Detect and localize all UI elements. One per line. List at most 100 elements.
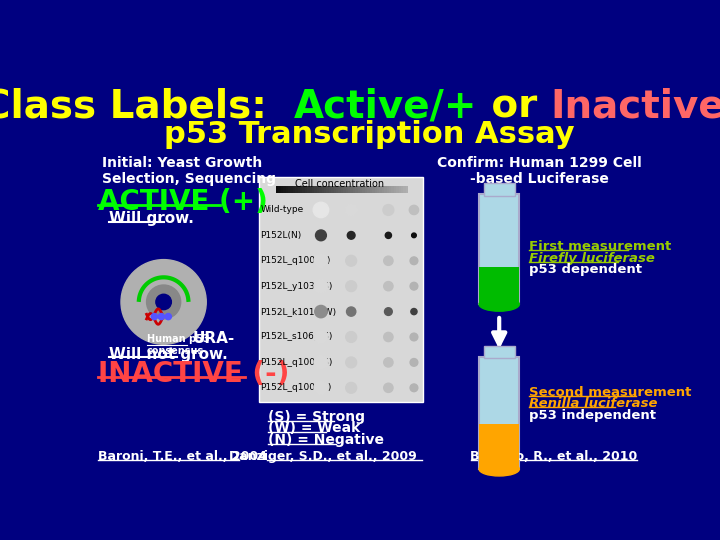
Circle shape bbox=[314, 254, 328, 268]
Text: (W) = Weak: (W) = Weak bbox=[269, 421, 361, 435]
Circle shape bbox=[151, 314, 158, 320]
Text: Baronio, R., et al., 2010: Baronio, R., et al., 2010 bbox=[470, 450, 637, 463]
Text: (N) = Negative: (N) = Negative bbox=[269, 433, 384, 447]
Bar bbox=[312, 186, 315, 193]
Bar bbox=[279, 186, 281, 193]
Bar bbox=[372, 186, 374, 193]
Bar bbox=[315, 186, 317, 193]
Text: First measurement: First measurement bbox=[528, 240, 671, 253]
Text: Human p53
consensus: Human p53 consensus bbox=[147, 334, 210, 356]
Circle shape bbox=[347, 232, 355, 239]
FancyBboxPatch shape bbox=[479, 424, 519, 469]
Bar bbox=[290, 186, 293, 193]
Text: P152L_q100i(S): P152L_q100i(S) bbox=[261, 256, 331, 265]
Text: P152L_s106p(S): P152L_s106p(S) bbox=[261, 333, 333, 341]
Bar bbox=[341, 186, 343, 193]
Bar bbox=[358, 186, 360, 193]
Bar bbox=[384, 186, 387, 193]
Bar bbox=[283, 186, 286, 193]
Bar bbox=[333, 186, 336, 193]
Text: or: or bbox=[478, 88, 551, 126]
Text: Baroni, T.E., et al., 2004: Baroni, T.E., et al., 2004 bbox=[98, 450, 266, 463]
Circle shape bbox=[384, 383, 393, 393]
Bar bbox=[403, 186, 406, 193]
Circle shape bbox=[346, 382, 356, 393]
Text: Firefly luciferase: Firefly luciferase bbox=[528, 252, 654, 265]
Bar bbox=[336, 186, 338, 193]
Circle shape bbox=[385, 232, 392, 239]
Bar bbox=[302, 186, 305, 193]
Bar bbox=[353, 186, 356, 193]
Bar bbox=[307, 186, 310, 193]
Bar bbox=[360, 186, 363, 193]
Bar bbox=[362, 186, 365, 193]
Bar bbox=[288, 186, 290, 193]
Bar bbox=[295, 186, 297, 193]
Bar bbox=[281, 186, 283, 193]
Bar bbox=[297, 186, 300, 193]
Circle shape bbox=[384, 256, 393, 265]
Circle shape bbox=[346, 332, 356, 342]
Bar bbox=[276, 186, 279, 193]
Bar bbox=[310, 186, 312, 193]
Bar bbox=[319, 186, 322, 193]
Circle shape bbox=[346, 307, 356, 316]
Ellipse shape bbox=[479, 462, 519, 476]
Text: Inactive/-: Inactive/- bbox=[551, 88, 720, 126]
Text: P152L(N): P152L(N) bbox=[261, 231, 302, 240]
Circle shape bbox=[346, 357, 356, 368]
Text: URA-: URA- bbox=[193, 331, 235, 346]
Bar bbox=[329, 186, 331, 193]
Text: p53 independent: p53 independent bbox=[528, 409, 656, 422]
Text: P152L_k101n(W): P152L_k101n(W) bbox=[261, 307, 337, 316]
Bar bbox=[338, 186, 341, 193]
Text: P152L_q100t(S): P152L_q100t(S) bbox=[261, 383, 332, 393]
Text: Second measurement: Second measurement bbox=[528, 386, 691, 399]
Bar bbox=[367, 186, 370, 193]
Bar bbox=[300, 186, 302, 193]
Bar bbox=[351, 186, 353, 193]
Text: Will grow.: Will grow. bbox=[109, 211, 194, 226]
Circle shape bbox=[314, 381, 328, 395]
Bar bbox=[322, 186, 324, 193]
Text: P152L_q100s(S): P152L_q100s(S) bbox=[261, 358, 333, 367]
Circle shape bbox=[121, 260, 206, 345]
FancyBboxPatch shape bbox=[479, 267, 519, 304]
Bar bbox=[382, 186, 384, 193]
Circle shape bbox=[346, 255, 356, 266]
Circle shape bbox=[410, 384, 418, 392]
Bar bbox=[305, 186, 307, 193]
FancyBboxPatch shape bbox=[479, 356, 519, 469]
Text: Will not grow.: Will not grow. bbox=[109, 347, 228, 362]
Text: Wild-type: Wild-type bbox=[261, 205, 304, 214]
Circle shape bbox=[410, 282, 418, 290]
Circle shape bbox=[410, 359, 418, 366]
Circle shape bbox=[313, 202, 329, 218]
Bar bbox=[377, 186, 379, 193]
Bar bbox=[406, 186, 408, 193]
Circle shape bbox=[315, 306, 327, 318]
Circle shape bbox=[165, 314, 171, 320]
Bar bbox=[286, 186, 288, 193]
Text: (S) = Strong: (S) = Strong bbox=[269, 410, 365, 424]
Circle shape bbox=[314, 355, 328, 369]
Circle shape bbox=[409, 205, 418, 214]
Text: Renilla luciferase: Renilla luciferase bbox=[528, 397, 657, 410]
Bar bbox=[392, 186, 394, 193]
Circle shape bbox=[158, 314, 164, 320]
FancyBboxPatch shape bbox=[484, 346, 515, 358]
Bar bbox=[401, 186, 403, 193]
Text: p53 dependent: p53 dependent bbox=[528, 264, 642, 276]
Circle shape bbox=[384, 281, 393, 291]
Circle shape bbox=[384, 333, 393, 342]
Ellipse shape bbox=[479, 298, 519, 311]
Bar bbox=[293, 186, 295, 193]
Text: Danziger, S.D., et al., 2009: Danziger, S.D., et al., 2009 bbox=[229, 450, 416, 463]
Circle shape bbox=[345, 204, 357, 216]
Bar bbox=[326, 186, 329, 193]
Bar bbox=[394, 186, 396, 193]
Text: Confirm: Human 1299 Cell
-based Luciferase: Confirm: Human 1299 Cell -based Lucifera… bbox=[437, 156, 642, 186]
Circle shape bbox=[384, 358, 393, 367]
Bar bbox=[355, 186, 358, 193]
Bar bbox=[389, 186, 392, 193]
